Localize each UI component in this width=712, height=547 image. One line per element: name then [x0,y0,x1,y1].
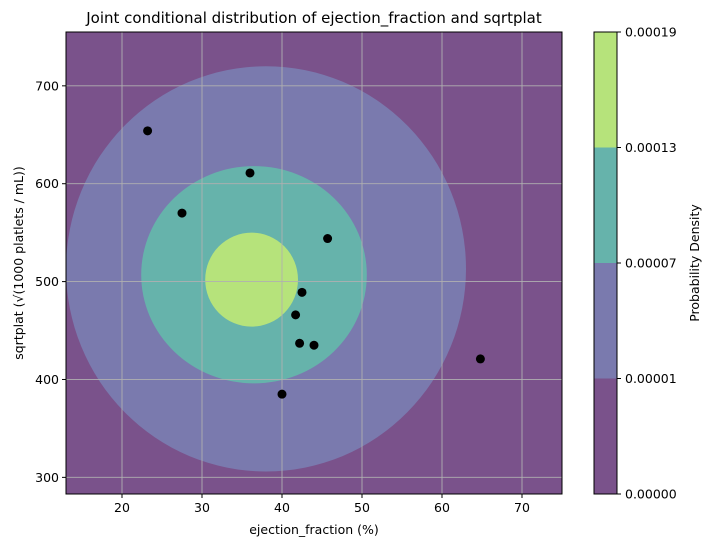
plot-area [66,32,562,494]
y-axis: 300 400 500 600 700 [35,78,66,485]
scatter-point [297,287,307,297]
colorbar-tick-label: 0.00001 [625,371,677,386]
scatter-point [295,338,305,348]
scatter-point [245,168,255,178]
y-tick-label: 300 [35,470,59,485]
scatter-point [291,310,301,320]
colorbar-tick-label: 0.00000 [625,487,677,502]
x-tick-label: 40 [274,500,290,515]
scatter-points [143,126,485,399]
y-axis-label: sqrtplat (√(1000 platlets / mL)) [11,166,26,360]
y-tick-label: 600 [35,176,59,191]
y-tick-label: 700 [35,78,59,93]
scatter-point [323,234,333,244]
colorbar-tick-label: 0.00007 [625,256,677,271]
colorbar-segment [594,32,617,148]
x-axis-label: ejection_fraction (%) [249,522,379,537]
colorbar-segment [594,378,617,494]
x-axis: 20 30 40 50 60 70 [114,494,530,515]
colorbar-label: Probability Density [687,204,702,322]
y-tick-label: 500 [35,274,59,289]
x-tick-label: 70 [514,500,530,515]
scatter-point [143,126,153,136]
x-tick-label: 30 [194,500,210,515]
colorbar-tick-label: 0.00019 [625,25,677,40]
colorbar-tick-label: 0.00013 [625,140,677,155]
x-tick-label: 60 [434,500,450,515]
scatter-point [309,340,319,350]
grid [66,32,562,494]
colorbar-segment [594,147,617,263]
scatter-point [177,208,187,218]
colorbar: 0.00000 0.00001 0.00007 0.00013 0.00019 [593,25,677,502]
contour-region-3 [205,232,298,327]
chart-title: Joint conditional distribution of ejecti… [85,9,542,28]
x-tick-label: 50 [354,500,370,515]
plot-frame [65,31,563,495]
scatter-point [475,354,485,364]
scatter-point [277,389,287,399]
y-tick-label: 400 [35,372,59,387]
colorbar-segment [594,263,617,379]
x-tick-label: 20 [114,500,130,515]
